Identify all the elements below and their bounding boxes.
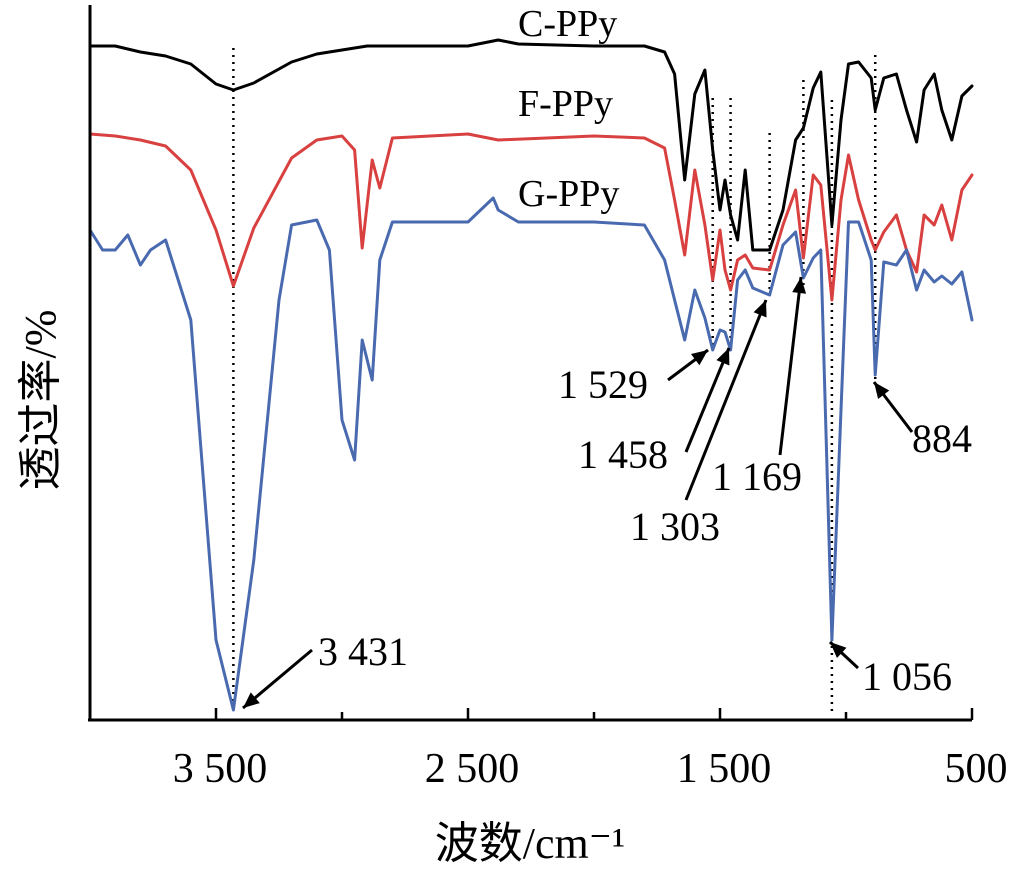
annotation-arrow-line xyxy=(684,347,731,453)
series-line-f-ppy xyxy=(88,132,974,302)
annotation-arrowhead xyxy=(716,348,730,366)
spectrum-series xyxy=(88,38,974,712)
annotation-label: 884 xyxy=(912,416,972,461)
annotation-arrowhead xyxy=(753,300,767,318)
y-axis-title: 透过率/% xyxy=(16,310,65,491)
dotted-guide-lines xyxy=(232,48,877,712)
annotation-label: 1 303 xyxy=(630,504,720,549)
series-labels: C-PPy F-PPy G-PPy xyxy=(518,3,619,215)
annotation-arrowhead xyxy=(792,277,807,294)
annotation-arrowhead xyxy=(691,350,708,366)
annotation-arrowhead xyxy=(830,642,847,659)
series-label-c-ppy: C-PPy xyxy=(518,3,617,45)
annotation-label: 1 529 xyxy=(558,362,648,407)
annotation-label: 1 169 xyxy=(712,454,802,499)
x-axis-ticks: 3 500 2 500 1 500 500 xyxy=(173,708,1008,792)
x-tick-label: 500 xyxy=(945,746,1008,792)
annotation-label: 1 056 xyxy=(862,654,952,699)
x-tick-label: 1 500 xyxy=(677,746,772,792)
annotation-arrow-line xyxy=(684,299,768,501)
x-tick-label: 2 500 xyxy=(425,746,520,792)
x-axis-title: 波数/cm⁻¹ xyxy=(435,819,625,868)
annotation-label: 3 431 xyxy=(318,629,408,674)
annotation-arrowhead xyxy=(874,382,890,399)
annotation-label: 1 458 xyxy=(578,432,668,477)
series-label-f-ppy: F-PPy xyxy=(518,83,613,125)
annotation-arrowhead xyxy=(243,692,260,708)
x-tick-label: 3 500 xyxy=(173,746,268,792)
annotation-arrow-line xyxy=(778,276,803,456)
series-label-g-ppy: G-PPy xyxy=(518,173,619,215)
peak-annotations: 3 431 1 529 1 458 1 303 1 169 1 056 884 xyxy=(242,276,972,710)
series-line-c-ppy xyxy=(88,38,974,252)
series-line-g-ppy xyxy=(88,196,974,712)
